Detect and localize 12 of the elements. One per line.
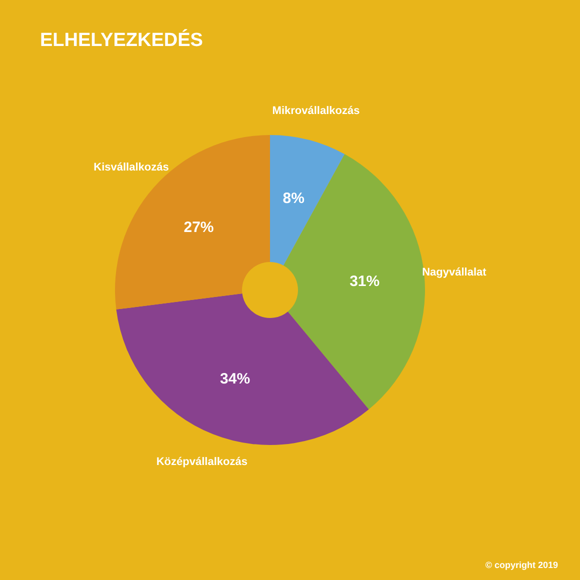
data-label: 8%: [282, 190, 304, 207]
data-label: 27%: [184, 219, 214, 236]
slice-label: Középvállalkozás: [156, 456, 248, 468]
data-label: 31%: [350, 273, 380, 290]
slice-label: Nagyvállalat: [422, 266, 487, 279]
data-label: 34%: [220, 370, 250, 388]
donut-slice: [270, 135, 345, 266]
text: © copyright 2019: [485, 560, 558, 570]
donut-slice: [116, 294, 369, 445]
chart-title: ELHELYEZKEDÉS: [40, 29, 203, 51]
slice-label: Kisvállalkozás: [94, 162, 169, 174]
slice-label: Mikrovállalkozás: [272, 104, 360, 117]
